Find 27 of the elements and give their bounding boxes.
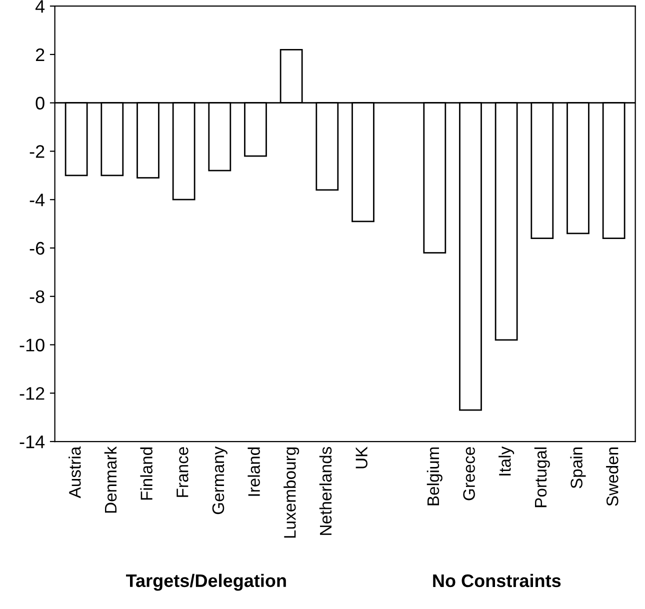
y-tick-label: 0 <box>36 96 44 110</box>
x-tick-label: Greece <box>463 447 475 500</box>
x-tick-label: Luxembourg <box>284 447 300 538</box>
x-tick-label: Finland <box>140 447 152 500</box>
text: No Constraints <box>433 574 561 588</box>
y-tick-label: -8 <box>30 290 44 304</box>
x-tick-label: Italy <box>498 446 514 476</box>
x-tick-label: Belgium <box>426 447 442 506</box>
x-tick-label: Denmark <box>104 446 117 513</box>
y-tick-label: -12 <box>20 387 44 400</box>
y-tick-label: -14 <box>20 436 45 448</box>
y-tick-label: -6 <box>30 242 44 255</box>
x-tick-label: UK <box>356 446 368 468</box>
x-tick-label: Netherlands <box>319 446 332 535</box>
x-tick-label: Ireland <box>248 447 260 496</box>
y-tick-label: -4 <box>30 194 45 206</box>
x-tick-label: Austria <box>68 446 81 498</box>
x-tick-label: Germany <box>212 446 228 514</box>
y-tick-label: 4 <box>35 0 45 13</box>
y-tick-label: -2 <box>30 145 44 158</box>
x-tick-label: Portugal <box>534 447 550 508</box>
y-tick-label: 2 <box>36 48 44 62</box>
x-tick-label: Spain <box>570 447 586 488</box>
y-tick-label: -10 <box>20 338 44 352</box>
x-tick-label: France <box>176 447 188 497</box>
x-tick-label: Sweden <box>606 447 618 506</box>
text: Targets/Delegation <box>126 574 286 591</box>
